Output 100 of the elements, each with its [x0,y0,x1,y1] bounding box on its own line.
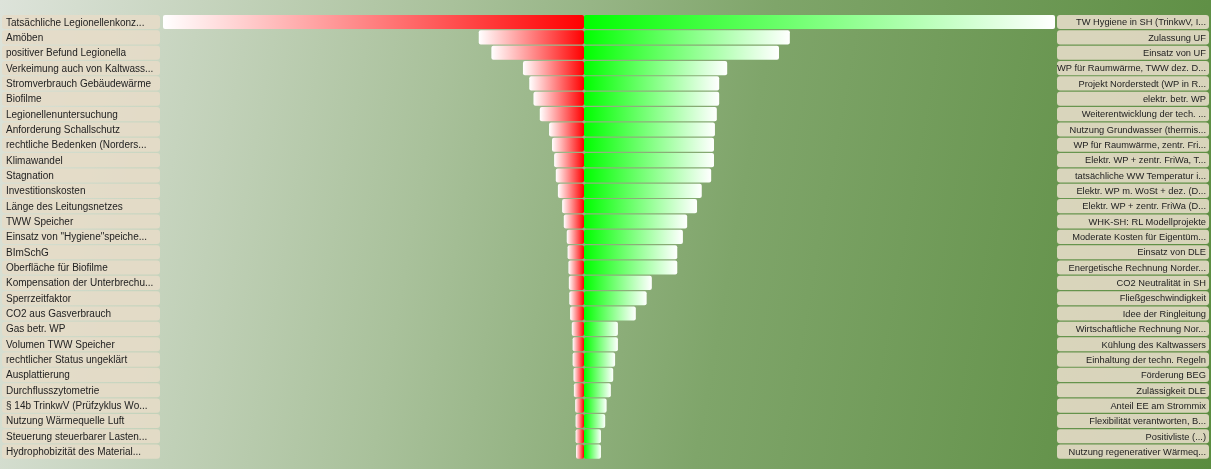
y-tick-label: Anforderung Schallschutz [6,123,120,135]
y-tick-label: Einsatz von DLE [1137,247,1206,258]
y-tick-label: Tatsächliche Legionellenkonz... [6,16,145,28]
y-tick-label: Fließgeschwindigkeit [1119,293,1207,304]
label-tag: rechtlicher Status ungeklärt [2,352,160,367]
y-tick-label: TWW Speicher [6,216,74,228]
label-tag: CO2 aus Gasverbrauch [2,306,160,321]
y-tick-label: Idee der Ringleitung [1122,308,1206,319]
label-tag: WHK-SH: RL Modellprojekte [1057,214,1209,229]
label-tag: Nutzung regenerativer Wärmeq... [1057,444,1209,459]
label-tag: CO2 Neutralität in SH [1057,275,1209,290]
y-tick-label: TW Hygiene in SH (TrinkwV, I... [1075,17,1206,28]
label-tag: Fließgeschwindigkeit [1057,291,1209,306]
label-tag: BImSchG [2,245,160,260]
y-tick-label: Elektr. WP + zentr. FriWa (D... [1082,201,1206,212]
y-tick-label: § 14b TrinkwV (Prüfzyklus Wo... [6,400,148,412]
y-tick-label: CO2 Neutralität in SH [1116,278,1206,289]
label-tag: Anteil EE am Strommix [1057,398,1209,413]
label-tag: Elektr. WP + zentr. FriWa (D... [1057,199,1209,214]
label-tag: Steuerung steuerbarer Lasten... [2,429,160,444]
y-tick-label: Wirtschaftliche Rechnung Nor... [1075,324,1206,335]
label-tag: Amöben [2,30,160,45]
y-tick-label: WP für Raumwärme, zentr. Fri... [1073,140,1206,151]
y-tick-label: Elektr. WP + zentr. FriWa, T... [1085,155,1206,166]
y-tick-label: Durchflusszytometrie [6,384,100,396]
label-tag: Elektr. WP m. WoSt + dez. (D... [1057,183,1209,198]
label-tag: TW Hygiene in SH (TrinkwV, I... [1057,15,1209,30]
y-tick-label: BImSchG [6,246,50,258]
y-tick-label: WHK-SH: RL Modellprojekte [1088,216,1206,227]
label-tag: § 14b TrinkwV (Prüfzyklus Wo... [2,398,160,413]
y-tick-label: Nutzung Wärmequelle Luft [6,415,125,427]
y-tick-label: rechtlicher Status ungeklärt [6,354,128,366]
y-tick-label: Amöben [6,31,44,43]
label-tag: Projekt Norderstedt (WP in R... [1057,76,1209,91]
y-tick-label: Einhaltung der techn. Regeln [1086,354,1206,365]
y-tick-label: Zulässigkeit DLE [1136,385,1206,396]
label-tag: Elektr. WP + zentr. FriWa, T... [1057,153,1209,168]
label-tag: Energetische Rechnung Norder... [1057,260,1209,275]
label-tag: Positivliste (...) [1057,429,1209,444]
label-tag: Hydrophobizität des Material... [2,444,160,459]
y-tick-label: Biofilme [6,93,42,105]
y-tick-label: Kühlung des Kaltwassers [1101,339,1207,350]
y-tick-label: Verkeimung auch von Kaltwass... [6,62,154,74]
label-tag: Einsatz von "Hygiene"speiche... [2,229,160,244]
label-tag: Durchflusszytometrie [2,383,160,398]
y-tick-label: Projekt Norderstedt (WP in R... [1078,78,1206,89]
label-tag: positiver Befund Legionella [2,45,160,60]
label-tag: Idee der Ringleitung [1057,306,1209,321]
y-tick-label: Stagnation [6,169,54,181]
label-tag: TWW Speicher [2,214,160,229]
label-tag: Gas betr. WP [2,321,160,336]
label-tag: Zulassung UF [1057,30,1209,45]
y-tick-label: elektr. betr. WP [1142,94,1206,105]
label-tag: Einhaltung der techn. Regeln [1057,352,1209,367]
label-tag: Wirtschaftliche Rechnung Nor... [1057,321,1209,336]
y-tick-label: Flexibilität verantworten, B... [1089,416,1206,427]
label-tag: Einsatz von DLE [1057,245,1209,260]
label-tag: Stagnation [2,168,160,183]
label-tag: WP für Raumwärme, zentr. Fri... [1057,137,1209,152]
y-tick-label: Stromverbrauch Gebäudewärme [6,77,152,89]
y-tick-label: Länge des Leitungsnetzes [6,200,123,212]
y-tick-label: Kompensation der Unterbrechu... [6,277,154,289]
label-tag: tatsächliche WW Temperatur i... [1057,168,1209,183]
label-tag: Flexibilität verantworten, B... [1057,413,1209,428]
label-tag: Tatsächliche Legionellenkonz... [2,15,160,30]
label-tag: Einsatz von UF [1057,45,1209,60]
label-tag: Legionellenuntersuchung [2,107,160,122]
y-tick-label: Einsatz von "Hygiene"speiche... [6,231,148,243]
y-tick-label: rechtliche Bedenken (Norders... [6,139,147,151]
y-tick-label: Oberfläche für Biofilme [6,262,109,274]
y-tick-label: Steuerung steuerbarer Lasten... [6,430,148,442]
label-tag: Biofilme [2,91,160,106]
label-tag: Moderate Kosten für Eigentüm... [1057,229,1209,244]
y-tick-label: Elektr. WP m. WoSt + dez. (D... [1076,186,1206,197]
label-tag: Stromverbrauch Gebäudewärme [2,76,160,91]
y-tick-label: tatsächliche WW Temperatur i... [1074,170,1206,181]
y-tick-label: Weiterentwicklung der tech. ... [1081,109,1206,120]
y-tick-label: Hydrophobizität des Material... [6,446,142,458]
y-tick-label: Nutzung regenerativer Wärmeq... [1068,446,1206,457]
y-tick-label: Legionellenuntersuchung [6,108,118,120]
label-tag: Kompensation der Unterbrechu... [2,275,160,290]
label-tag: elektr. betr. WP [1057,91,1209,106]
label-tag: Sperrzeitfaktor [2,291,160,306]
label-tag: Weiterentwicklung der tech. ... [1057,107,1209,122]
label-tag: rechtliche Bedenken (Norders... [2,137,160,152]
label-tag: Klimawandel [2,153,160,168]
y-tick-label: Energetische Rechnung Norder... [1068,262,1206,273]
label-tag: Oberfläche für Biofilme [2,260,160,275]
y-tick-label: Moderate Kosten für Eigentüm... [1072,232,1206,243]
label-tag: Länge des Leitungsnetzes [2,199,160,214]
y-tick-label: CO2 aus Gasverbrauch [6,308,112,320]
label-tag: Volumen TWW Speicher [2,337,160,352]
y-tick-label: Anteil EE am Strommix [1110,400,1207,411]
label-tag: Verkeimung auch von Kaltwass... [2,61,160,76]
label-tag: Nutzung Wärmequelle Luft [2,413,160,428]
y-tick-label: Gas betr. WP [6,323,66,335]
y-tick-label: Positivliste (...) [1145,431,1206,442]
y-tick-label: Volumen TWW Speicher [6,338,116,350]
y-tick-label: Zulassung UF [1148,32,1207,43]
label-tag: Nutzung Grundwasser (thermis... [1057,122,1209,137]
